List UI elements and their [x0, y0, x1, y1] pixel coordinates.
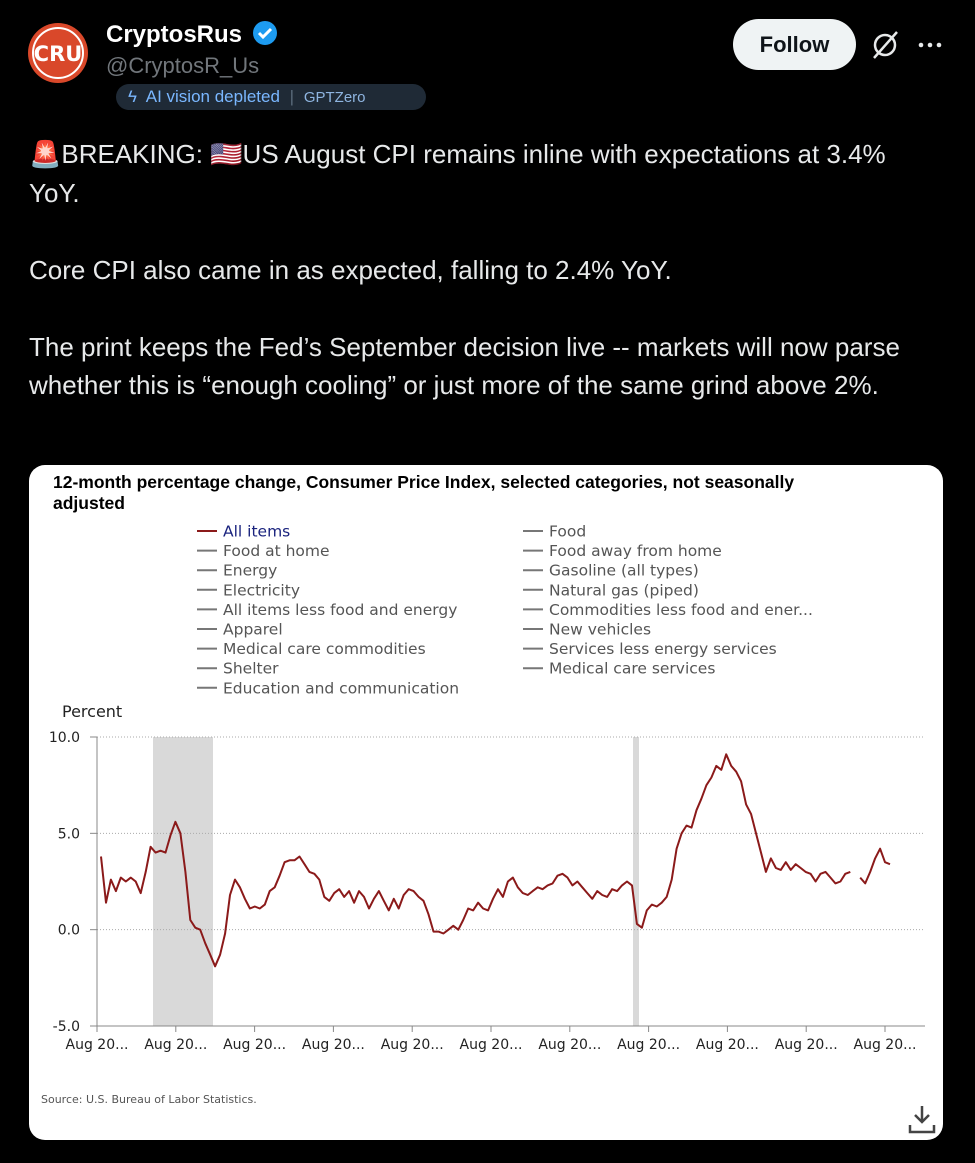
x-tick-label: Aug 20...	[854, 1037, 917, 1053]
legend-label: Natural gas (piped)	[549, 581, 699, 599]
more-icon[interactable]	[918, 42, 942, 48]
handle[interactable]: @CryptosR_Us	[106, 53, 260, 78]
post-paragraph: 🚨BREAKING: 🇺🇸US August CPI remains inlin…	[29, 139, 886, 208]
legend-label: Services less energy services	[549, 640, 777, 658]
y-axis-label: Percent	[62, 702, 122, 721]
x-tick-label: Aug 20...	[223, 1037, 286, 1053]
legend-label: Electricity	[223, 581, 300, 599]
y-tick-label: -5.0	[53, 1019, 80, 1035]
chart-title-box: 12-month percentage change, Consumer Pri…	[53, 472, 795, 513]
recession-shade	[633, 737, 639, 1026]
badge-source: GPTZero	[303, 89, 366, 106]
badge-sep: |	[289, 87, 295, 106]
avatar-text: CRU	[34, 42, 83, 66]
legend-label: All items less food and energy	[223, 601, 457, 619]
chart-title: 12-month percentage change, Consumer Pri…	[53, 472, 795, 513]
legend-label: Food	[549, 523, 586, 541]
badge-icon: ϟ	[128, 87, 137, 106]
grok-icon[interactable]	[873, 31, 898, 59]
legend-label: Commodities less food and ener...	[549, 601, 813, 619]
legend-label: New vehicles	[549, 621, 651, 639]
post-body: 🚨BREAKING: 🇺🇸US August CPI remains inlin…	[29, 135, 941, 443]
x-tick-label: Aug 20...	[538, 1037, 601, 1053]
legend-label: Food away from home	[549, 542, 722, 560]
author-name[interactable]: CryptosRus	[106, 20, 278, 49]
x-tick-label: Aug 20...	[381, 1037, 444, 1053]
verified-badge	[252, 21, 277, 45]
source: Source: U.S. Bureau of Labor Statistics.	[41, 1093, 257, 1106]
post-paragraph: Core CPI also came in as expected, falli…	[29, 254, 672, 285]
badge-text: AI vision depleted	[145, 87, 280, 106]
series-line	[100, 753, 891, 968]
y-tick-label: 5.0	[58, 826, 80, 842]
post-actions	[873, 31, 942, 59]
author[interactable]: CryptosRus	[106, 21, 243, 48]
ai-badge[interactable]: ϟ AI vision depleted | GPTZero	[116, 84, 426, 110]
y-tick-label: 10.0	[49, 730, 80, 746]
legend-label: Gasoline (all types)	[549, 562, 699, 580]
legend-label: Education and communication	[223, 679, 459, 697]
y-tick-label: 0.0	[58, 923, 80, 939]
x-tick-label: Aug 20...	[775, 1037, 838, 1053]
avatar[interactable]: CRU	[0, 0, 120, 120]
x-tick-label: Aug 20...	[144, 1037, 207, 1053]
chart: 12-month percentage change, Consumer Pri…	[41, 472, 936, 1134]
follow-button[interactable]: Follow	[733, 19, 856, 70]
x-tick-label: Aug 20...	[302, 1037, 365, 1053]
x-tick-label: Aug 20...	[66, 1037, 129, 1053]
legend-label: Medical care services	[549, 660, 715, 678]
x-tick-label: Aug 20...	[617, 1037, 680, 1053]
legend-label: All items	[223, 523, 290, 541]
legend-label: Energy	[223, 562, 277, 580]
legend-label: Medical care commodities	[223, 640, 426, 658]
x-tick-label: Aug 20...	[696, 1037, 759, 1053]
x-tick-label: Aug 20...	[460, 1037, 523, 1053]
post-paragraph: The print keeps the Fed’s September deci…	[29, 331, 900, 401]
chart-card[interactable]: 12-month percentage change, Consumer Pri…	[29, 465, 943, 1140]
legend-label: Shelter	[223, 660, 279, 678]
legend-label: Food at home	[223, 542, 330, 560]
download-icon[interactable]	[908, 1106, 936, 1134]
recession-shade	[153, 737, 213, 1026]
legend-label: Apparel	[223, 621, 283, 639]
